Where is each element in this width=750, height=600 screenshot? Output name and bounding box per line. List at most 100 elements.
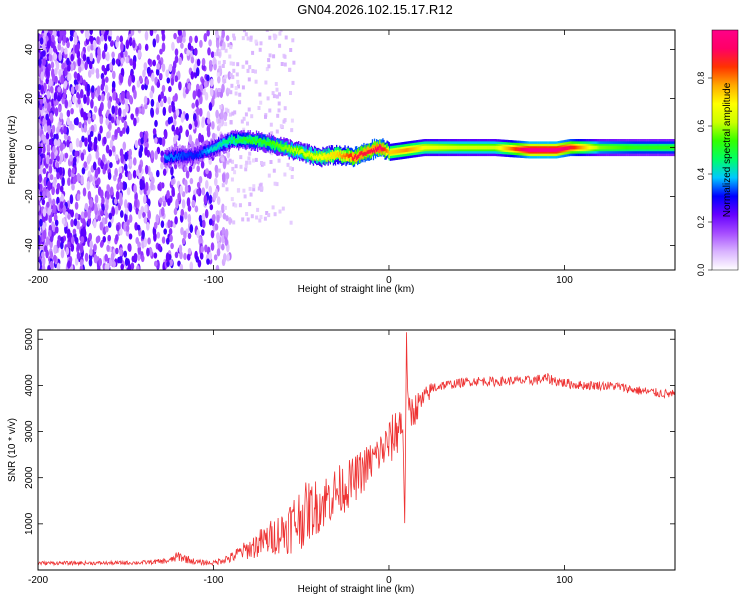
trace-segment [617, 145, 619, 150]
trace-segment [629, 145, 631, 150]
noise-speckle [88, 232, 92, 241]
noise-speckle [269, 122, 273, 127]
noise-speckle [221, 64, 225, 68]
noise-speckle [264, 114, 267, 119]
noise-speckle [57, 95, 61, 102]
noise-speckle [149, 248, 153, 257]
noise-speckle [76, 242, 81, 252]
noise-speckle [178, 81, 182, 91]
noise-speckle [167, 116, 172, 125]
trace-segment [238, 134, 240, 142]
trace-segment [293, 147, 296, 152]
noise-speckle [150, 98, 155, 107]
noise-speckle [150, 150, 155, 159]
trace-segment [517, 147, 519, 151]
noise-speckle [203, 33, 208, 42]
trace-segment [254, 141, 257, 146]
noise-speckle [128, 214, 133, 223]
noise-speckle [201, 229, 205, 236]
noise-speckle [52, 146, 56, 153]
y-tick-label: 3000 [24, 420, 35, 443]
noise-speckle [114, 129, 118, 138]
trace-segment [385, 148, 387, 153]
trace-segment [303, 151, 305, 156]
noise-speckle [59, 142, 64, 152]
trace-segment [592, 145, 595, 150]
noise-speckle [70, 85, 75, 95]
noise-speckle [125, 39, 130, 50]
trace-segment [563, 146, 565, 151]
trace-segment [558, 147, 560, 152]
noise-speckle [169, 234, 173, 242]
noise-speckle [155, 107, 160, 115]
noise-speckle [131, 255, 136, 263]
trace-segment [294, 147, 297, 152]
noise-speckle [277, 158, 281, 163]
noise-speckle [222, 173, 226, 183]
noise-speckle [110, 252, 115, 261]
noise-speckle [72, 228, 77, 235]
x-tick-label: -100 [203, 575, 223, 586]
noise-speckle [46, 40, 51, 49]
trace-segment [244, 136, 246, 141]
trace-segment [636, 145, 638, 150]
noise-speckle [89, 240, 93, 250]
noise-speckle [67, 213, 71, 220]
noise-speckle [229, 45, 233, 50]
trace-segment [491, 145, 494, 150]
noise-speckle [46, 102, 51, 113]
noise-speckle [135, 207, 139, 215]
noise-speckle [179, 185, 183, 195]
noise-speckle [119, 130, 123, 137]
trace-segment [230, 140, 232, 144]
trace-segment [442, 145, 444, 150]
noise-speckle [139, 131, 144, 139]
noise-speckle [145, 78, 150, 86]
trace-segment [237, 134, 239, 142]
trace-segment [212, 147, 215, 151]
noise-speckle [73, 156, 77, 164]
noise-speckle [254, 39, 258, 44]
trace-segment [310, 153, 312, 161]
noise-speckle [225, 215, 229, 222]
noise-speckle [178, 30, 182, 36]
noise-speckle [70, 63, 75, 70]
trace-segment [545, 148, 547, 152]
noise-speckle [246, 217, 250, 222]
noise-speckle [45, 249, 49, 259]
noise-speckle [137, 245, 142, 255]
noise-speckle [161, 236, 166, 244]
trace-segment [226, 140, 228, 148]
noise-speckle [100, 189, 104, 199]
trace-segment [195, 153, 198, 158]
noise-speckle [46, 201, 50, 208]
noise-speckle [180, 42, 184, 49]
trace-segment [177, 156, 179, 160]
trace-segment [560, 147, 562, 152]
trace-segment [490, 145, 492, 150]
noise-speckle [119, 35, 124, 43]
noise-speckle [76, 193, 81, 201]
trace-segment [229, 138, 231, 146]
noise-speckle [162, 168, 167, 176]
noise-speckle [201, 187, 206, 196]
noise-speckle [185, 113, 189, 120]
trace-segment [270, 141, 272, 146]
noise-speckle [247, 107, 251, 112]
noise-speckle [56, 239, 61, 249]
noise-speckle [101, 77, 106, 88]
trace-segment [229, 137, 231, 141]
noise-speckle [83, 111, 87, 122]
noise-speckle [112, 261, 116, 268]
trace-segment [249, 140, 251, 145]
noise-speckle [120, 154, 124, 164]
noise-speckle [223, 205, 227, 210]
noise-speckle [290, 128, 294, 133]
noise-speckle [42, 191, 46, 199]
noise-speckle [69, 30, 74, 37]
trace-segment [333, 151, 336, 156]
noise-speckle [45, 236, 50, 247]
noise-speckle [231, 166, 235, 171]
noise-speckle [177, 192, 181, 202]
trace-segment [437, 145, 439, 150]
